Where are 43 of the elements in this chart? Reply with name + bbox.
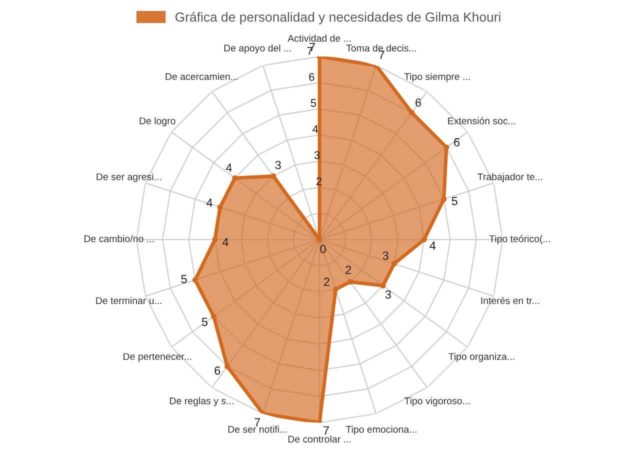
- spoke-label: De apoyo del ...: [224, 44, 291, 54]
- spoke-label: De ser agresi...: [96, 173, 161, 182]
- spoke-label: De logro: [140, 117, 176, 126]
- spoke-label: Tipo teórico(...: [489, 234, 550, 244]
- spoke-label: Tipo siempre ...: [404, 72, 470, 82]
- data-label: 4: [430, 242, 436, 250]
- data-label: 5: [202, 318, 208, 326]
- spoke-label: De reglas y s...: [170, 397, 234, 406]
- data-label: 5: [181, 274, 187, 284]
- data-label: 6: [214, 366, 220, 375]
- spoke-label: Interés en tr...: [481, 296, 539, 304]
- spoke-label: De terminar u...: [96, 296, 162, 304]
- spoke-label: De cambio/no ...: [84, 235, 154, 242]
- data-label: 4: [206, 198, 212, 207]
- data-label: 6: [416, 98, 422, 107]
- spoke-label: Tipo organiza...: [448, 352, 514, 362]
- data-label: 7: [378, 50, 384, 59]
- spoke-label: Actividad de ...: [288, 34, 350, 42]
- data-label: 3: [382, 251, 388, 260]
- spoke-label: Extensión soc...: [448, 117, 516, 124]
- spoke-label: Tipo emociona...: [346, 426, 416, 435]
- spoke-label: Trabajador te...: [478, 173, 542, 182]
- y-tick-label: 5: [310, 99, 316, 107]
- spoke-label: Toma de decis...: [346, 44, 416, 52]
- y-tick-label: 6: [309, 72, 314, 81]
- spoke-label: De ser notifi...: [228, 426, 287, 433]
- spoke-label: De controlar ...: [288, 435, 350, 443]
- data-label: 4: [226, 164, 232, 172]
- data-label: 2: [346, 266, 352, 274]
- data-label: 4: [222, 238, 228, 246]
- data-label: 3: [275, 160, 281, 170]
- data-label: 0: [320, 244, 326, 254]
- data-label: 6: [454, 138, 460, 146]
- data-label: 2: [324, 278, 330, 286]
- data-label: 7: [324, 426, 329, 435]
- data-label: 7: [254, 418, 260, 426]
- y-tick-label: 4: [312, 125, 318, 133]
- spoke-label: De pertenecer...: [124, 353, 192, 362]
- data-label: 5: [452, 196, 458, 206]
- legend-label: Gráfica de personalidad y necesidades de Gilma Khouri: [175, 12, 500, 24]
- spoke-label: Tipo vigoroso...: [404, 397, 470, 406]
- spoke-label: De acercamien...: [166, 72, 238, 80]
- data-label: 3: [385, 290, 391, 299]
